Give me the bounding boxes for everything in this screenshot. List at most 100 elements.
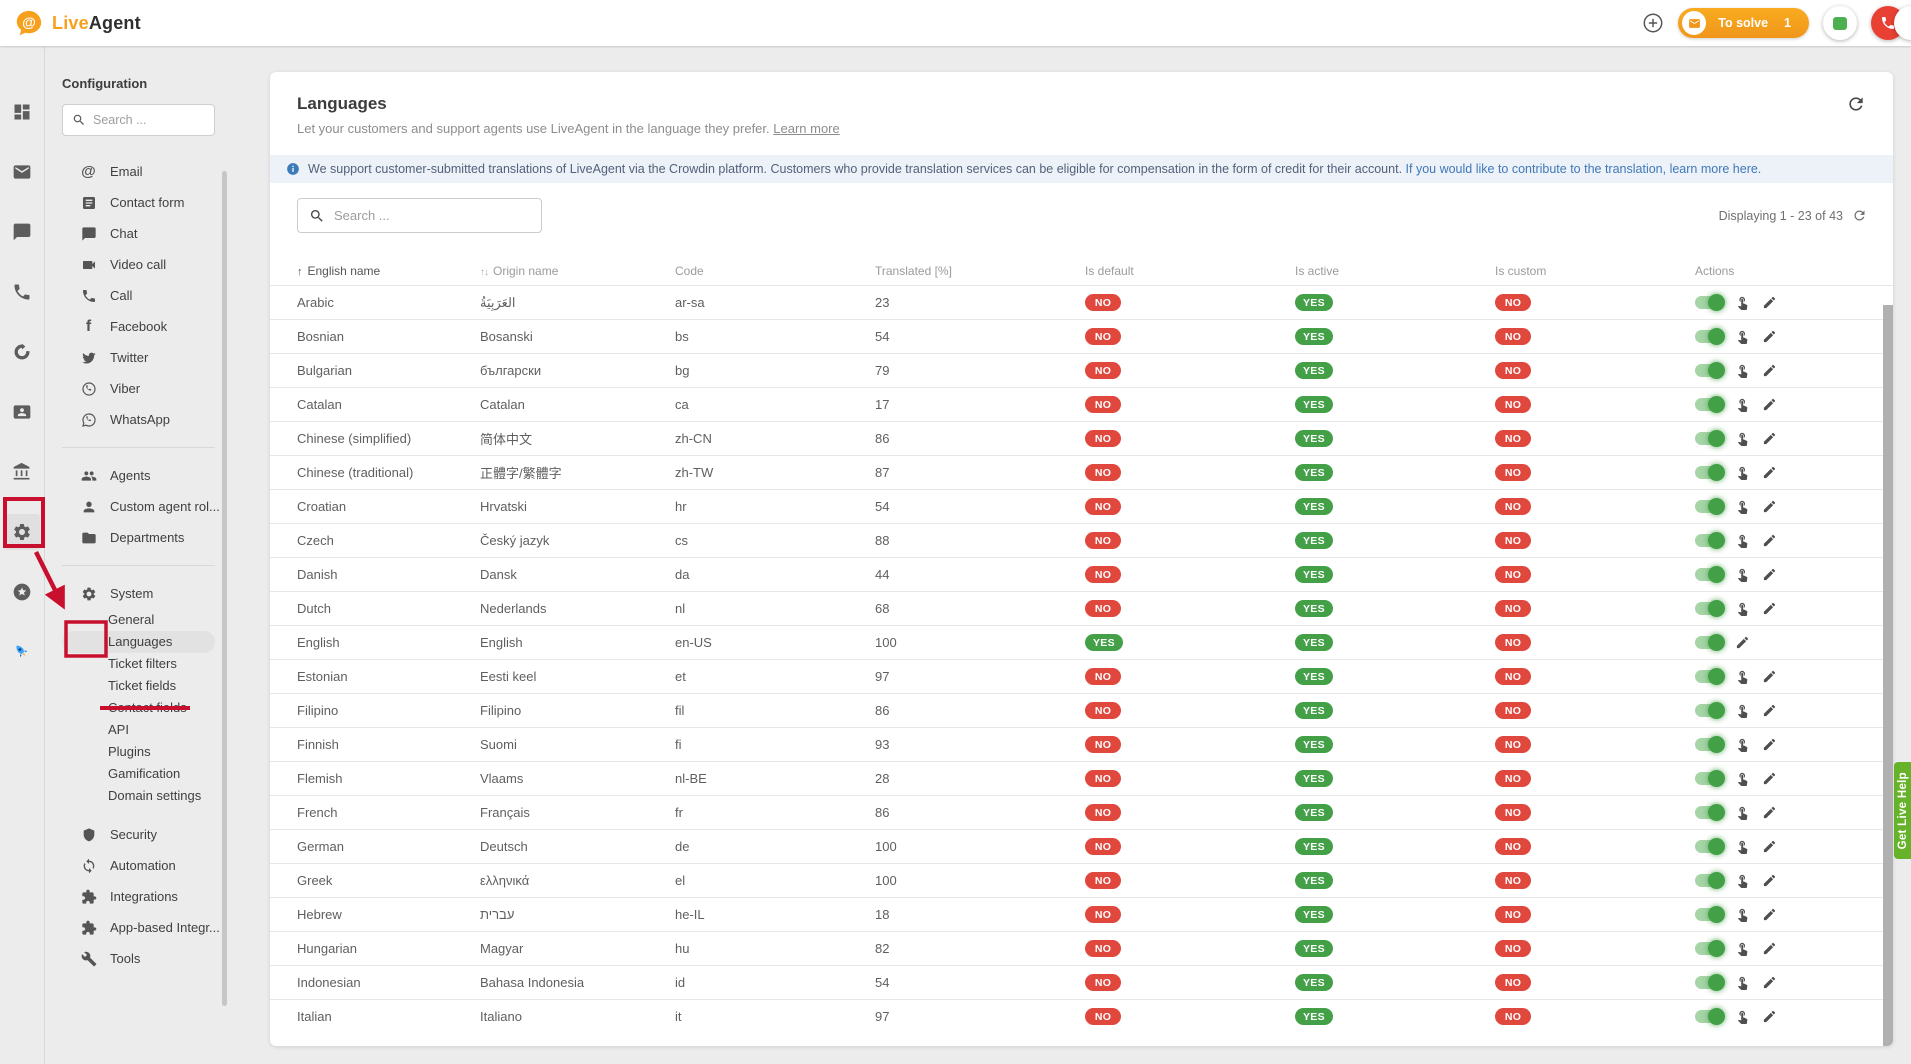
edit-icon[interactable] (1762, 975, 1777, 990)
edit-icon[interactable] (1762, 873, 1777, 888)
set-default-icon[interactable] (1735, 941, 1750, 956)
edit-icon[interactable] (1762, 669, 1777, 684)
set-default-icon[interactable] (1735, 839, 1750, 854)
active-toggle[interactable] (1695, 296, 1723, 309)
active-toggle[interactable] (1695, 1010, 1723, 1023)
edit-icon[interactable] (1762, 601, 1777, 616)
edit-icon[interactable] (1762, 907, 1777, 922)
active-toggle[interactable] (1695, 840, 1723, 853)
active-toggle[interactable] (1695, 772, 1723, 785)
banner-contribute-link[interactable]: If you would like to contribute to the t… (1406, 162, 1762, 176)
column-origin-name[interactable]: ↑↓Origin name (480, 264, 675, 278)
sidebar-item-call[interactable]: Call (45, 280, 230, 311)
sidebar-item-agents[interactable]: Agents (45, 460, 230, 491)
sidebar-item-security[interactable]: Security (45, 819, 230, 850)
refresh-icon[interactable] (1852, 208, 1867, 223)
edit-icon[interactable] (1762, 703, 1777, 718)
column-is-active[interactable]: Is active (1295, 264, 1495, 278)
active-toggle[interactable] (1695, 670, 1723, 683)
edit-icon[interactable] (1762, 499, 1777, 514)
edit-icon[interactable] (1762, 431, 1777, 446)
sidebar-subitem-ticket-fields[interactable]: Ticket fields (62, 675, 215, 697)
edit-icon[interactable] (1762, 1009, 1777, 1024)
sidebar-item-email[interactable]: @ Email (45, 156, 230, 187)
active-toggle[interactable] (1695, 976, 1723, 989)
active-toggle[interactable] (1695, 364, 1723, 377)
rail-dashboard-button[interactable] (4, 94, 40, 130)
sidebar-subitem-languages[interactable]: Languages (62, 631, 215, 653)
set-default-icon[interactable] (1735, 771, 1750, 786)
column-code[interactable]: Code (675, 264, 875, 278)
active-toggle[interactable] (1695, 874, 1723, 887)
edit-icon[interactable] (1762, 533, 1777, 548)
sidebar-item-app-based-integrations[interactable]: App-based Integr... (45, 912, 230, 943)
chats-button[interactable] (1823, 6, 1857, 40)
sidebar-subitem-contact-fields[interactable]: Contact fields (62, 697, 215, 719)
active-toggle[interactable] (1695, 500, 1723, 513)
edit-icon[interactable] (1762, 397, 1777, 412)
edit-icon[interactable] (1762, 737, 1777, 752)
column-translated[interactable]: Translated [%] (875, 264, 1085, 278)
set-default-icon[interactable] (1735, 295, 1750, 310)
sidebar-item-tools[interactable]: Tools (45, 943, 230, 974)
sidebar-search-input[interactable] (93, 113, 205, 127)
rail-settings-button[interactable] (4, 514, 40, 550)
edit-icon[interactable] (1762, 329, 1777, 344)
active-toggle[interactable] (1695, 908, 1723, 921)
sidebar-item-system[interactable]: System (45, 578, 230, 609)
active-toggle[interactable] (1695, 398, 1723, 411)
set-default-icon[interactable] (1735, 1009, 1750, 1024)
column-is-default[interactable]: Is default (1085, 264, 1295, 278)
rail-tickets-button[interactable] (4, 154, 40, 190)
sidebar-subitem-general[interactable]: General (62, 609, 215, 631)
rail-gamification-button[interactable] (4, 574, 40, 610)
set-default-icon[interactable] (1735, 329, 1750, 344)
edit-icon[interactable] (1762, 839, 1777, 854)
edit-icon[interactable] (1762, 805, 1777, 820)
active-toggle[interactable] (1695, 568, 1723, 581)
sidebar-subitem-gamification[interactable]: Gamification (62, 763, 215, 785)
edit-icon[interactable] (1735, 635, 1750, 650)
rail-call-button[interactable] (4, 274, 40, 310)
sidebar-item-automation[interactable]: Automation (45, 850, 230, 881)
table-search-input[interactable] (334, 208, 530, 223)
rail-time-button[interactable] (4, 334, 40, 370)
edit-icon[interactable] (1762, 295, 1777, 310)
active-toggle[interactable] (1695, 738, 1723, 751)
active-toggle[interactable] (1695, 636, 1723, 649)
active-toggle[interactable] (1695, 330, 1723, 343)
panel-refresh-button[interactable] (1846, 94, 1866, 114)
sidebar-item-departments[interactable]: Departments (45, 522, 230, 553)
set-default-icon[interactable] (1735, 805, 1750, 820)
get-live-help-tab[interactable]: Get Live Help (1894, 762, 1911, 859)
set-default-icon[interactable] (1735, 907, 1750, 922)
set-default-icon[interactable] (1735, 499, 1750, 514)
sidebar-item-video-call[interactable]: Video call (45, 249, 230, 280)
edit-icon[interactable] (1762, 941, 1777, 956)
sidebar-subitem-api[interactable]: API (62, 719, 215, 741)
sidebar-item-chat[interactable]: Chat (45, 218, 230, 249)
set-default-icon[interactable] (1735, 873, 1750, 888)
set-default-icon[interactable] (1735, 567, 1750, 582)
active-toggle[interactable] (1695, 534, 1723, 547)
rail-contacts-button[interactable] (4, 394, 40, 430)
sidebar-item-custom-agent-roles[interactable]: Custom agent rol... (45, 491, 230, 522)
active-toggle[interactable] (1695, 942, 1723, 955)
set-default-icon[interactable] (1735, 703, 1750, 718)
sidebar-subitem-plugins[interactable]: Plugins (62, 741, 215, 763)
sidebar-scrollbar[interactable] (222, 171, 227, 1006)
sidebar-item-integrations[interactable]: Integrations (45, 881, 230, 912)
column-english-name[interactable]: ↑English name (297, 264, 480, 278)
learn-more-link[interactable]: Learn more (773, 121, 839, 136)
sidebar-subitem-ticket-filters[interactable]: Ticket filters (62, 653, 215, 675)
to-solve-button[interactable]: To solve 1 (1678, 8, 1809, 38)
active-toggle[interactable] (1695, 602, 1723, 615)
set-default-icon[interactable] (1735, 533, 1750, 548)
edit-icon[interactable] (1762, 567, 1777, 582)
sidebar-item-twitter[interactable]: Twitter (45, 342, 230, 373)
set-default-icon[interactable] (1735, 737, 1750, 752)
edit-icon[interactable] (1762, 771, 1777, 786)
set-default-icon[interactable] (1735, 669, 1750, 684)
set-default-icon[interactable] (1735, 465, 1750, 480)
sidebar-item-viber[interactable]: Viber (45, 373, 230, 404)
